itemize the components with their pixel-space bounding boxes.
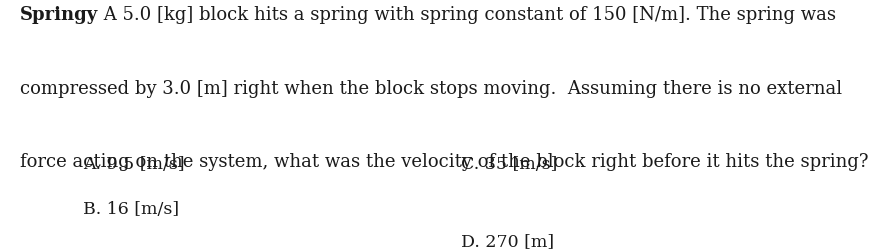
Text: Springy: Springy [20,6,98,24]
Text: A 5.0 [kg] block hits a spring with spring constant of 150 [N/m]. The spring was: A 5.0 [kg] block hits a spring with spri… [98,6,835,24]
Text: A. 9.5 [m/s]: A. 9.5 [m/s] [82,156,184,173]
Text: C. 35 [m/s]: C. 35 [m/s] [461,156,556,173]
Text: D. 270 [m]: D. 270 [m] [461,233,554,250]
Text: force acting on the system, what was the velocity of the block right before it h: force acting on the system, what was the… [20,153,867,171]
Text: compressed by 3.0 [m] right when the block stops moving.  Assuming there is no e: compressed by 3.0 [m] right when the blo… [20,80,842,98]
Text: B. 16 [m/s]: B. 16 [m/s] [82,201,179,218]
